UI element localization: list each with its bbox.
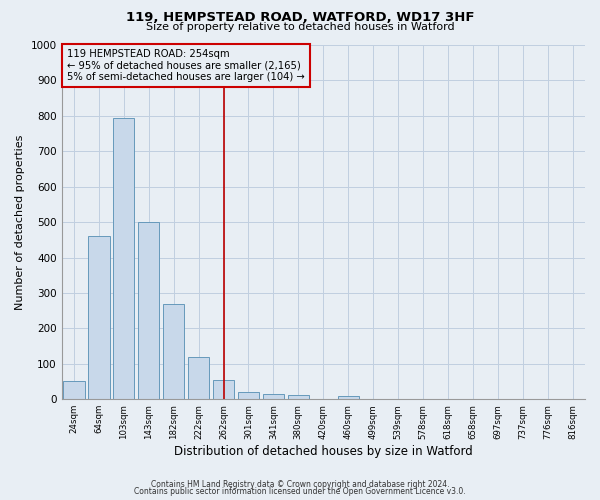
Bar bbox=[288, 395, 309, 399]
Bar bbox=[64, 382, 85, 399]
Bar bbox=[138, 222, 160, 399]
Y-axis label: Number of detached properties: Number of detached properties bbox=[15, 134, 25, 310]
Text: 119, HEMPSTEAD ROAD, WATFORD, WD17 3HF: 119, HEMPSTEAD ROAD, WATFORD, WD17 3HF bbox=[126, 11, 474, 24]
Text: 119 HEMPSTEAD ROAD: 254sqm
← 95% of detached houses are smaller (2,165)
5% of se: 119 HEMPSTEAD ROAD: 254sqm ← 95% of deta… bbox=[67, 48, 305, 82]
Bar bbox=[113, 118, 134, 399]
Bar bbox=[263, 394, 284, 399]
Bar bbox=[238, 392, 259, 399]
X-axis label: Distribution of detached houses by size in Watford: Distribution of detached houses by size … bbox=[174, 444, 473, 458]
Bar bbox=[213, 380, 234, 399]
Bar bbox=[163, 304, 184, 399]
Text: Contains HM Land Registry data © Crown copyright and database right 2024.: Contains HM Land Registry data © Crown c… bbox=[151, 480, 449, 489]
Bar bbox=[88, 236, 110, 399]
Text: Contains public sector information licensed under the Open Government Licence v3: Contains public sector information licen… bbox=[134, 487, 466, 496]
Bar bbox=[338, 396, 359, 399]
Bar bbox=[188, 356, 209, 399]
Text: Size of property relative to detached houses in Watford: Size of property relative to detached ho… bbox=[146, 22, 454, 32]
